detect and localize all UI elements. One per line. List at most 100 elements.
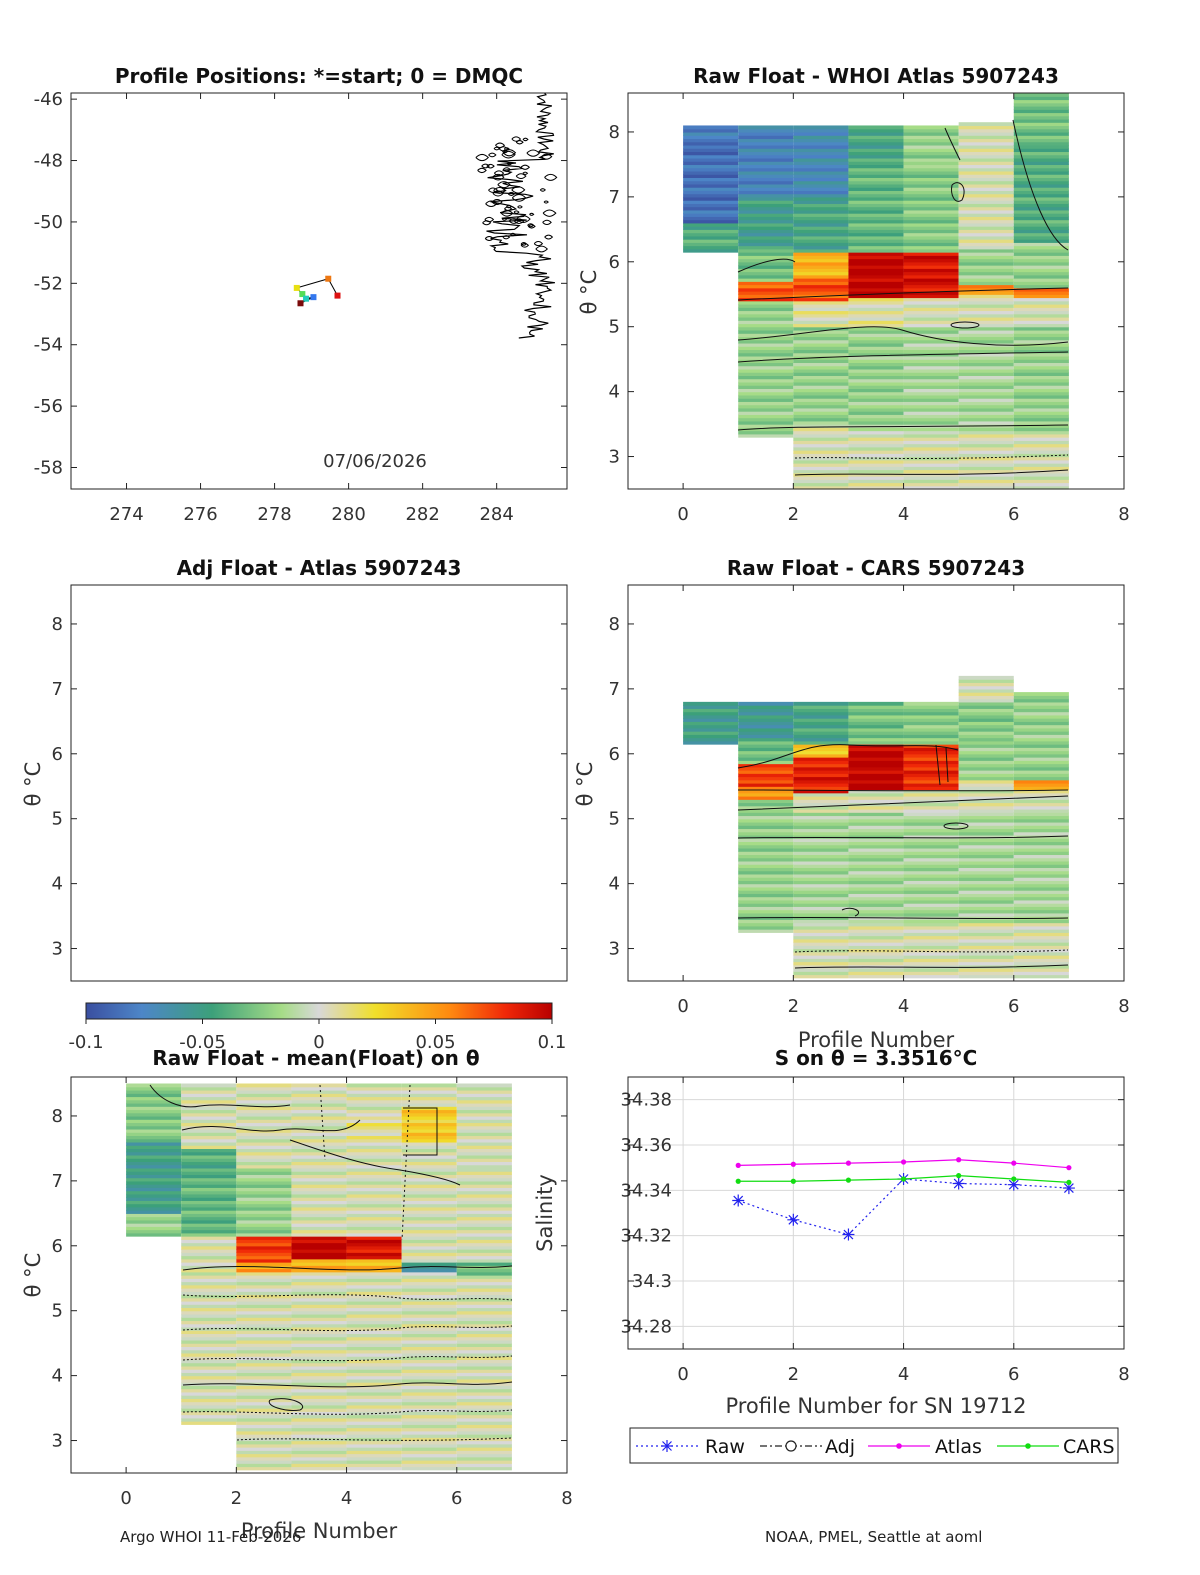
raw-mean-cell xyxy=(401,1239,457,1244)
salinity-ytick-label: 34.28 xyxy=(620,1316,672,1337)
raw-mean-cell xyxy=(291,1291,347,1296)
raw-mean-cell xyxy=(181,1115,237,1120)
raw-mean-cell xyxy=(456,1375,512,1380)
raw-mean-cell xyxy=(346,1466,402,1471)
raw-atlas-cell xyxy=(903,167,959,172)
raw-cars-cell xyxy=(903,740,959,745)
raw-mean-cell xyxy=(236,1180,292,1185)
raw-cars-cell xyxy=(793,893,849,898)
raw-cars-cell xyxy=(958,705,1014,709)
raw-mean-cell xyxy=(456,1304,512,1309)
raw-atlas-cell xyxy=(958,352,1014,357)
raw-atlas-cell xyxy=(903,398,959,402)
raw-mean-cell xyxy=(236,1388,292,1393)
raw-atlas-cell xyxy=(1013,430,1069,435)
raw-atlas-cell xyxy=(848,135,904,140)
raw-atlas-cell xyxy=(958,203,1014,208)
raw-mean-cell xyxy=(291,1271,347,1276)
raw-atlas-cell xyxy=(1013,466,1069,471)
raw-mean-cell xyxy=(401,1102,457,1107)
raw-mean-cell xyxy=(126,1219,182,1224)
raw-cars-cell xyxy=(793,971,849,976)
raw-atlas-cell xyxy=(848,203,904,208)
raw-atlas-cell xyxy=(793,482,849,487)
footer-right: NOAA, PMEL, Seattle at aoml xyxy=(765,1528,982,1546)
atlas-point-marker xyxy=(845,1160,852,1166)
raw-atlas-cell xyxy=(793,303,849,308)
raw-cars-cell xyxy=(738,705,794,709)
raw-cars-cell xyxy=(958,870,1014,875)
raw-cars-cell xyxy=(958,766,1014,771)
raw-mean-cell xyxy=(291,1112,347,1117)
raw-mean-cell xyxy=(401,1206,457,1211)
raw-atlas-cell xyxy=(1013,401,1069,406)
raw-atlas-cell xyxy=(683,216,739,221)
raw-mean-cell xyxy=(126,1145,182,1150)
raw-mean-cell xyxy=(401,1330,457,1335)
raw-atlas-cell xyxy=(738,167,794,172)
raw-atlas-cell xyxy=(958,232,1014,237)
raw-atlas-cell xyxy=(958,479,1014,484)
raw-atlas-cell xyxy=(903,242,959,247)
raw-atlas-cell xyxy=(793,476,849,480)
raw-atlas-cell xyxy=(903,391,959,396)
raw-mean-cell xyxy=(456,1411,512,1416)
raw-cars-cell xyxy=(848,763,904,768)
raw-point-marker xyxy=(1062,1182,1075,1195)
raw-atlas-cell xyxy=(793,446,849,451)
raw-mean-xtick-label: 0 xyxy=(120,1488,131,1509)
raw-atlas-cell xyxy=(738,131,794,136)
raw-atlas-cell xyxy=(793,265,849,269)
salinity-ytick-label: 34.34 xyxy=(620,1180,672,1201)
raw-cars-cell xyxy=(958,744,1014,748)
raw-mean-cell xyxy=(181,1323,237,1328)
raw-atlas-cell xyxy=(848,482,904,487)
raw-cars-cell xyxy=(793,708,849,713)
raw-mean-cell xyxy=(181,1339,237,1344)
raw-cars-cell xyxy=(1013,795,1069,800)
raw-mean-cell xyxy=(346,1404,402,1409)
raw-mean-cell xyxy=(346,1398,402,1403)
raw-cars-cell xyxy=(1013,818,1069,823)
raw-cars-cell xyxy=(903,974,959,979)
raw-atlas-cell xyxy=(738,164,794,169)
raw-atlas-cell xyxy=(1013,352,1069,357)
raw-cars-cell xyxy=(903,721,959,726)
salinity-legend: Raw Adj Atlas CARS xyxy=(629,1427,1119,1464)
raw-mean-cell xyxy=(346,1382,402,1386)
raw-mean-cell xyxy=(181,1336,237,1341)
raw-cars-cell xyxy=(738,854,794,859)
raw-mean-cell xyxy=(236,1323,292,1328)
raw-cars-cell xyxy=(848,737,904,742)
raw-mean-cell xyxy=(181,1359,237,1364)
raw-mean-cell xyxy=(346,1336,402,1341)
raw-atlas-cell xyxy=(848,450,904,454)
coastline-island xyxy=(502,149,509,154)
raw-atlas-cell xyxy=(958,125,1014,130)
raw-atlas-cell xyxy=(958,206,1014,211)
raw-mean-cell xyxy=(236,1083,292,1088)
raw-cars-cell xyxy=(793,847,849,852)
raw-mean-cell xyxy=(456,1369,512,1373)
raw-atlas-cell xyxy=(848,375,904,380)
raw-cars-xtick-label: 6 xyxy=(1008,996,1019,1017)
raw-mean-cell xyxy=(291,1443,347,1448)
raw-mean-cell xyxy=(346,1115,402,1120)
raw-mean-cell xyxy=(346,1326,402,1331)
raw-atlas-cell xyxy=(903,125,959,130)
raw-cars-cell xyxy=(903,955,959,959)
raw-cars-cell xyxy=(903,737,959,742)
raw-mean-cell xyxy=(291,1229,347,1234)
raw-mean-cell xyxy=(346,1313,402,1318)
raw-mean-cell xyxy=(456,1268,512,1273)
raw-mean-title: Raw Float - mean(Float) on θ xyxy=(152,1046,479,1070)
raw-atlas-cell xyxy=(958,339,1014,344)
raw-atlas-cell xyxy=(1013,417,1069,422)
raw-mean-cell xyxy=(236,1154,292,1159)
raw-cars-cell xyxy=(793,906,849,911)
raw-cars-cell xyxy=(848,922,904,927)
raw-atlas-cell xyxy=(738,138,794,143)
raw-cars-cell xyxy=(793,766,849,771)
raw-cars-cell xyxy=(848,860,904,865)
raw-mean-cell xyxy=(291,1359,347,1364)
